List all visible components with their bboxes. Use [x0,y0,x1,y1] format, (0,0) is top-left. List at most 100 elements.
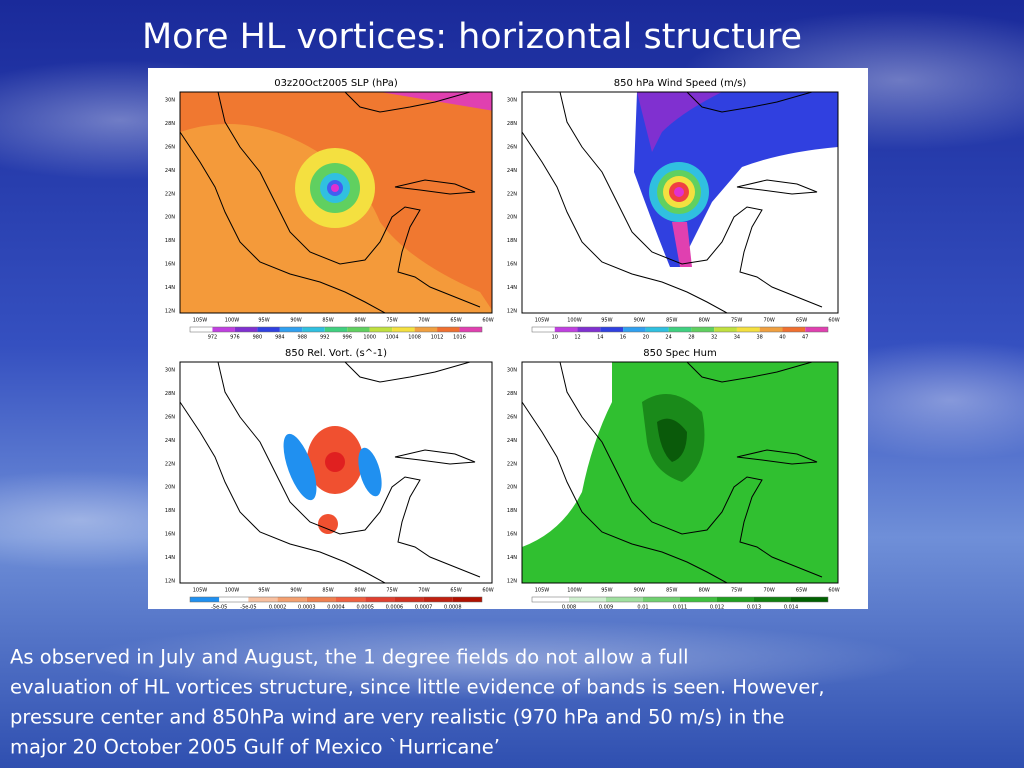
colorbar-label: 12 [574,335,580,341]
map-fill [283,433,317,501]
lat-label: 12N [165,309,175,315]
lat-label: 28N [507,121,517,127]
coastline [559,92,823,308]
colorbar-label: 1012 [431,335,444,341]
colorbar-label: 28 [688,335,694,341]
coastline [180,131,386,313]
colorbar-label: 34 [734,335,740,341]
colorbar-label: 976 [230,335,240,341]
map-area [180,92,492,313]
map-area [522,362,838,583]
lon-label: 75W [731,588,742,594]
lat-label: 14N [165,285,175,291]
map-frame [179,91,493,314]
colorbar-label: 0.01 [637,605,648,611]
coastline [686,92,813,113]
panel-title: 850 hPa Wind Speed (m/s) [614,78,747,89]
map-panel: 850 hPa Wind Speed (m/s) 30N 28N 26N 24N 22N 2… [507,78,840,341]
colorbar-swatch [759,327,783,332]
cloud [80,620,920,700]
map-panel: 850 Spec Hum 30N 28N 26N 24N 22N 20N 18N 16N 14N 1… [507,348,840,611]
colorbar-label: 0.0006 [386,605,404,611]
coastline [394,449,476,465]
colorbar-label: 32 [711,335,717,341]
lat-label: 14N [507,555,517,561]
colorbar-swatch [717,597,754,602]
lon-label: 70W [763,318,774,324]
lon-label: 75W [731,318,742,324]
map-fill [672,222,692,267]
colorbar-swatch [600,327,624,332]
lon-label: 75W [386,588,397,594]
colorbar-swatch [302,327,325,332]
lon-label: 105W [535,588,550,594]
lat-label: 18N [165,508,175,514]
lon-label: 70W [418,588,429,594]
lat-label: 16N [507,262,517,268]
body-text-line: evaluation of HL vortices structure, sin… [10,676,825,699]
lat-label: 18N [507,238,517,244]
lon-label: 60W [828,318,839,324]
slide-title: More HL vortices: horizontal structure [142,17,802,57]
lat-label: 30N [507,98,517,104]
lat-label: 14N [165,555,175,561]
lon-label: 85W [322,588,333,594]
colorbar-swatch [680,597,717,602]
lat-label: 22N [507,191,517,197]
lon-label: 80W [699,588,710,594]
lon-label: 95W [258,318,269,324]
colorbar-label: 47 [802,335,808,341]
lon-label: 70W [418,318,429,324]
colorbar-label: -5e-05 [211,605,227,611]
lat-label: 18N [165,238,175,244]
colorbar-swatch [190,327,213,332]
lat-label: 26N [507,144,517,150]
coastline [217,92,481,308]
colorbar-swatch [791,597,828,602]
colorbar-swatch [459,327,482,332]
lon-label: 100W [567,318,582,324]
lon-label: 65W [450,588,461,594]
colorbar-frame [189,596,483,603]
colorbar-swatch [336,597,366,602]
colorbar-label: 1000 [363,335,376,341]
colorbar-swatch [782,327,806,332]
colorbar-swatch [394,597,424,602]
lat-label: 20N [507,215,517,221]
lat-label: 28N [165,121,175,127]
body-text-line: major 20 October 2005 Gulf of Mexico `Hu… [10,736,500,759]
colorbar-swatch [369,327,393,332]
lon-label: 100W [567,588,582,594]
lat-label: 26N [165,144,175,150]
colorbar-label: 1016 [453,335,466,341]
lon-label: 105W [535,318,550,324]
colorbar-label: 992 [320,335,330,341]
map-frame [521,361,839,584]
lat-label: 20N [165,485,175,491]
colorbar-swatch [248,597,278,602]
lat-label: 14N [507,285,517,291]
map-fill [318,514,338,534]
colorbar-label: 0.0008 [444,605,462,611]
map-fill [637,92,722,152]
lon-label: 95W [258,588,269,594]
lat-label: 30N [165,368,175,374]
lon-label: 105W [193,588,208,594]
lon-label: 95W [601,588,612,594]
colorbar-swatch [190,597,220,602]
colorbar-label: 0.0007 [415,605,433,611]
map-fill [331,184,339,192]
colorbar-label: 38 [757,335,763,341]
colorbar-swatch [754,597,791,602]
colorbar-swatch [532,327,555,332]
colorbar-label: 988 [298,335,308,341]
colorbar-label: 0.0003 [298,605,316,611]
coastline [217,362,481,578]
lat-label: 16N [165,532,175,538]
lat-label: 16N [165,262,175,268]
colorbar-frame [531,326,829,333]
colorbar-swatch [554,327,578,332]
map-fill [657,418,687,462]
colorbar-swatch [279,327,303,332]
